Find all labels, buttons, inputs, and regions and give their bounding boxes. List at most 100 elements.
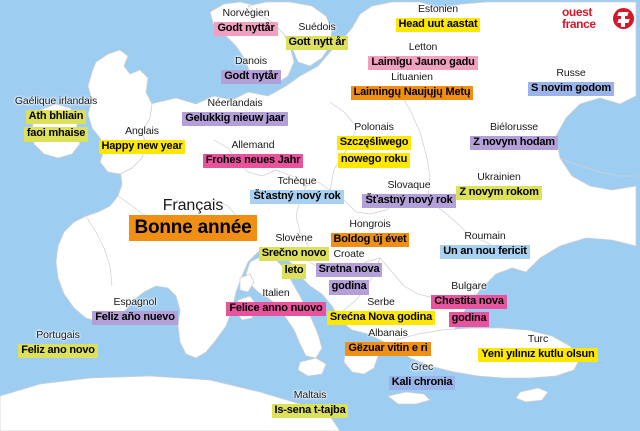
greeting-label: Italien Felice anno nuovo bbox=[216, 287, 336, 317]
greeting-text: Šťastný nový rok bbox=[362, 194, 456, 209]
greeting-text: Szczęśliwego bbox=[336, 136, 412, 151]
ouest-france-logo: ouest france bbox=[562, 5, 634, 33]
greeting-label: Letton Laimīgu Jauno gadu bbox=[358, 41, 488, 71]
greeting-text: Frohes neues Jahr bbox=[202, 154, 304, 169]
greeting-text: Z novym hodam bbox=[470, 136, 558, 151]
greeting-text: Godt nyttår bbox=[214, 22, 278, 37]
greeting-label: Néerlandais Gelukkig nieuw jaar bbox=[172, 97, 298, 127]
greeting-text: Sretna nova bbox=[315, 263, 383, 278]
greeting-text: Yeni yılınız kutlu olsun bbox=[478, 348, 598, 363]
greeting-text: Z novym rokom bbox=[456, 186, 542, 201]
greeting-label: Slovène Srečno novo leto bbox=[248, 232, 340, 279]
greeting-text: Boldog új évet bbox=[330, 233, 410, 248]
greeting-text: Feliz año nuevo bbox=[92, 311, 178, 326]
greeting-text: Is-sena t-tajba bbox=[271, 404, 349, 419]
language-name: Croate bbox=[333, 248, 365, 260]
greeting-label: Grec Kali chronia bbox=[379, 361, 465, 391]
greeting-label: Bulgare Chestita nova godina bbox=[422, 280, 516, 327]
greeting-text: godina bbox=[328, 280, 370, 295]
greeting-label: Slovaque Šťastný nový rok bbox=[355, 179, 463, 209]
language-name: Bulgare bbox=[451, 280, 487, 292]
language-name: Grec bbox=[410, 361, 434, 373]
language-name: Letton bbox=[408, 41, 438, 53]
logo-text-line2: france bbox=[562, 17, 596, 31]
language-name: Polonais bbox=[354, 121, 394, 133]
greeting-text: Bonne année bbox=[129, 214, 257, 241]
greeting-text: Ath bhliain bbox=[25, 110, 87, 125]
greeting-text: nowego roku bbox=[337, 153, 411, 168]
greeting-text: Srećna Nova godina bbox=[326, 311, 436, 326]
greeting-text: Godt nytår bbox=[221, 70, 281, 85]
greeting-label: Danois Godt nytår bbox=[208, 55, 294, 85]
greeting-text: Happy new year bbox=[98, 140, 186, 155]
greeting-text: leto bbox=[281, 264, 307, 279]
language-name: Maltais bbox=[293, 389, 327, 401]
language-name: Serbe bbox=[367, 296, 395, 308]
greeting-text: Šťastný nový rok bbox=[250, 190, 344, 205]
logo-mark-icon bbox=[613, 8, 634, 29]
greeting-text: Gëzuar vitin e ri bbox=[345, 342, 431, 357]
language-name: Suédois bbox=[298, 21, 336, 33]
greeting-label: Turc Yeni yılınız kutlu olsun bbox=[465, 333, 611, 363]
greeting-label: Espagnol Feliz año nuevo bbox=[82, 296, 188, 326]
greeting-text: Feliz ano novo bbox=[18, 344, 98, 359]
greeting-text: Srečno novo bbox=[258, 247, 330, 262]
greeting-label: Français Bonne année bbox=[128, 197, 258, 241]
greeting-label: Anglais Happy new year bbox=[88, 125, 196, 155]
greeting-text: Head uut aastat bbox=[395, 18, 481, 33]
greeting-text: Kali chronia bbox=[388, 376, 456, 391]
greeting-label: Lituanien Laimingų Naujųjų Metų bbox=[337, 71, 487, 101]
greeting-label: Albanais Gëzuar vitin e ri bbox=[333, 327, 443, 357]
greeting-label: Roumain Un an nou fericit bbox=[430, 230, 540, 260]
logo-mark-bar bbox=[621, 14, 625, 27]
language-name: Hongrois bbox=[349, 218, 391, 230]
language-name: Russe bbox=[556, 67, 586, 79]
language-name: Danois bbox=[234, 55, 268, 67]
greeting-text: Chestita nova bbox=[431, 295, 507, 310]
greeting-label: Hongrois Boldog új évet bbox=[320, 218, 420, 248]
language-name: Français bbox=[162, 197, 224, 214]
language-name: Lituanien bbox=[391, 71, 433, 83]
greeting-label: Russe S novim godom bbox=[518, 67, 624, 97]
greeting-label: Serbe Srećna Nova godina bbox=[316, 296, 446, 326]
language-name: Albanais bbox=[368, 327, 408, 339]
language-name: Slovène bbox=[275, 232, 313, 244]
language-name: Estonien bbox=[417, 3, 459, 15]
greeting-label: Biélorusse Z novym hodam bbox=[462, 121, 566, 151]
greeting-label: Allemand Frohes neues Jahr bbox=[192, 139, 314, 169]
language-name: Gaélique irlandais bbox=[14, 95, 98, 107]
language-name: Espagnol bbox=[113, 296, 157, 308]
greeting-label: Gaélique irlandais Ath bhliain faoi mhaise bbox=[4, 95, 108, 142]
greeting-label: Estonien Head uut aastat bbox=[383, 3, 493, 33]
language-name: Slovaque bbox=[387, 179, 431, 191]
language-name: Allemand bbox=[231, 139, 275, 151]
greeting-label: Ukrainien Z novym rokom bbox=[447, 171, 551, 201]
greeting-label: Croate Sretna nova godina bbox=[306, 248, 392, 295]
greeting-label: Tchèque Šťastný nový rok bbox=[243, 175, 351, 205]
greeting-text: faoi mhaise bbox=[23, 127, 89, 142]
language-name: Biélorusse bbox=[489, 121, 539, 133]
greeting-label: Portugais Feliz ano novo bbox=[8, 329, 108, 359]
logo-text-line1: ouest bbox=[562, 5, 593, 19]
greeting-text: S novim godom bbox=[528, 82, 614, 97]
language-name: Turc bbox=[527, 333, 549, 345]
greeting-text: Un an nou fericit bbox=[440, 245, 530, 260]
greeting-text: Laimīgu Jauno gadu bbox=[368, 56, 478, 71]
language-name: Ukrainien bbox=[477, 171, 521, 183]
language-name: Italien bbox=[262, 287, 290, 299]
language-name: Roumain bbox=[464, 230, 506, 242]
greeting-label: Polonais Szczęśliwego nowego roku bbox=[323, 121, 425, 168]
greeting-text: Gott nytt år bbox=[285, 36, 349, 51]
language-name: Néerlandais bbox=[207, 97, 263, 109]
greeting-text: godina bbox=[448, 312, 490, 327]
greeting-label: Norvègien Godt nyttår bbox=[198, 7, 294, 37]
greeting-text: Gelukkig nieuw jaar bbox=[182, 112, 288, 127]
greeting-text: Felice anno nuovo bbox=[226, 302, 326, 317]
language-name: Anglais bbox=[125, 125, 159, 137]
greeting-text: Laimingų Naujųjų Metų bbox=[350, 86, 474, 101]
language-name: Tchèque bbox=[277, 175, 317, 187]
language-name: Norvègien bbox=[222, 7, 270, 19]
greeting-label: Maltais Is-sena t-tajba bbox=[262, 389, 358, 419]
